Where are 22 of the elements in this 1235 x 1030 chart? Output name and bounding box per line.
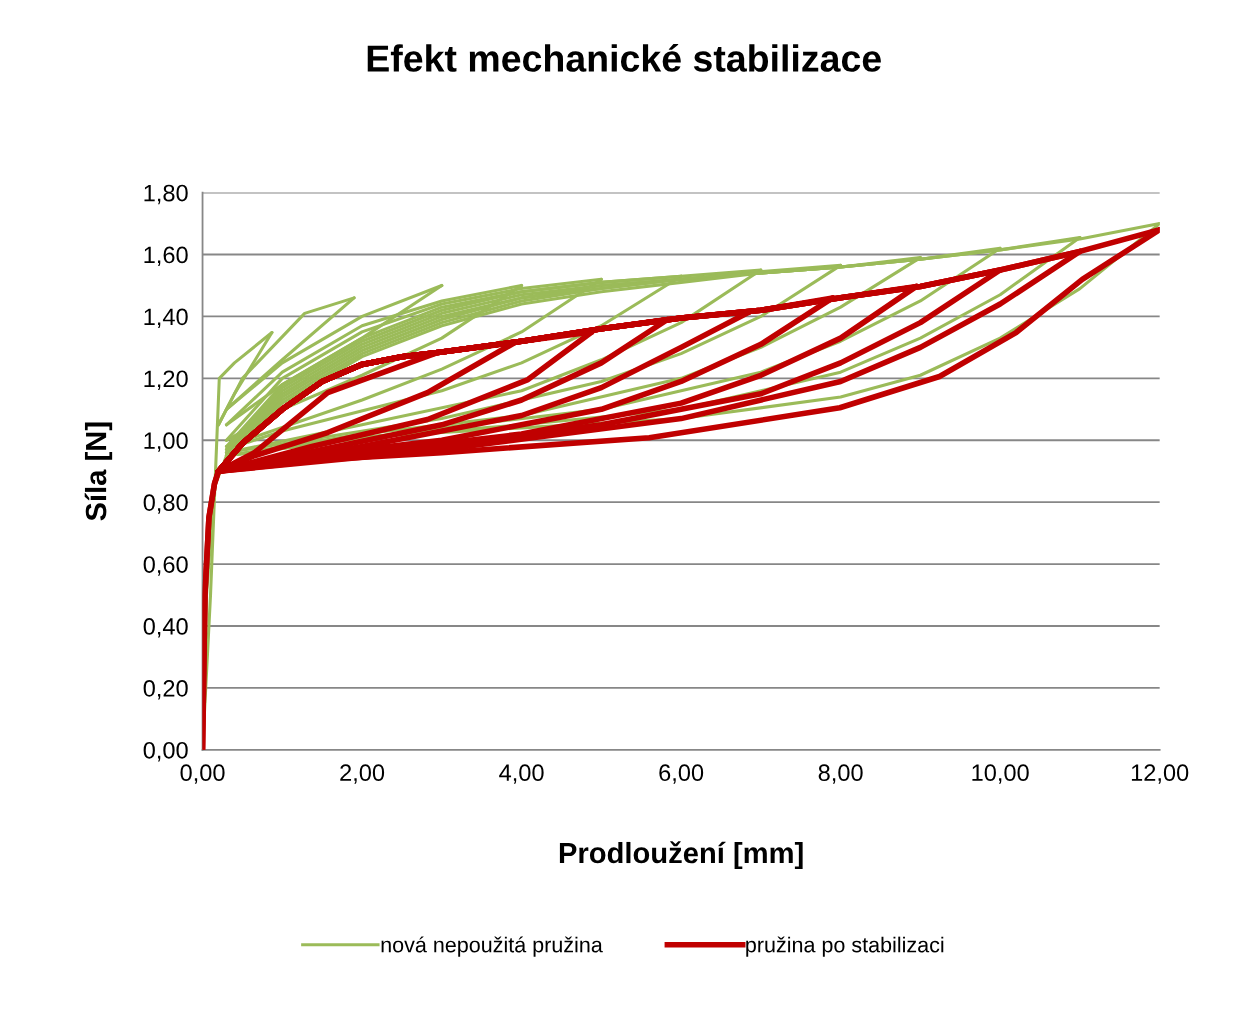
x-tick-label: 12,00 <box>1131 764 1189 784</box>
x-tick-label: 2,00 <box>340 764 385 784</box>
y-tick-label: 1,80 <box>144 184 188 205</box>
x-tick-label: 0,00 <box>180 764 225 784</box>
y-tick-label: 1,60 <box>144 246 188 267</box>
x-tick-label: 6,00 <box>659 764 704 784</box>
y-tick-label: 1,20 <box>144 370 188 390</box>
y-tick-label: 0,20 <box>143 679 188 700</box>
x-tick-label: 8,00 <box>818 764 863 784</box>
y-tick-label: 0,00 <box>143 741 188 762</box>
y-tick-label: 0,40 <box>143 618 188 638</box>
x-tick-label: 4,00 <box>499 764 544 784</box>
chart-title: Efekt mechanické stabilizace <box>367 43 881 72</box>
y-tick-label: 0,60 <box>143 556 188 576</box>
legend-label: pružina po stabilizaci <box>746 936 944 957</box>
y-axis-title: Síla [N] <box>84 422 113 521</box>
x-tick-label: 10,00 <box>972 764 1029 784</box>
y-tick-label: 1,00 <box>144 432 188 452</box>
legend-label: nová nepoužitá pružina <box>381 936 603 957</box>
y-tick-label: 0,80 <box>143 494 188 514</box>
y-tick-label: 1,40 <box>144 308 188 329</box>
x-axis-title: Prodloužení [mm] <box>559 841 803 870</box>
